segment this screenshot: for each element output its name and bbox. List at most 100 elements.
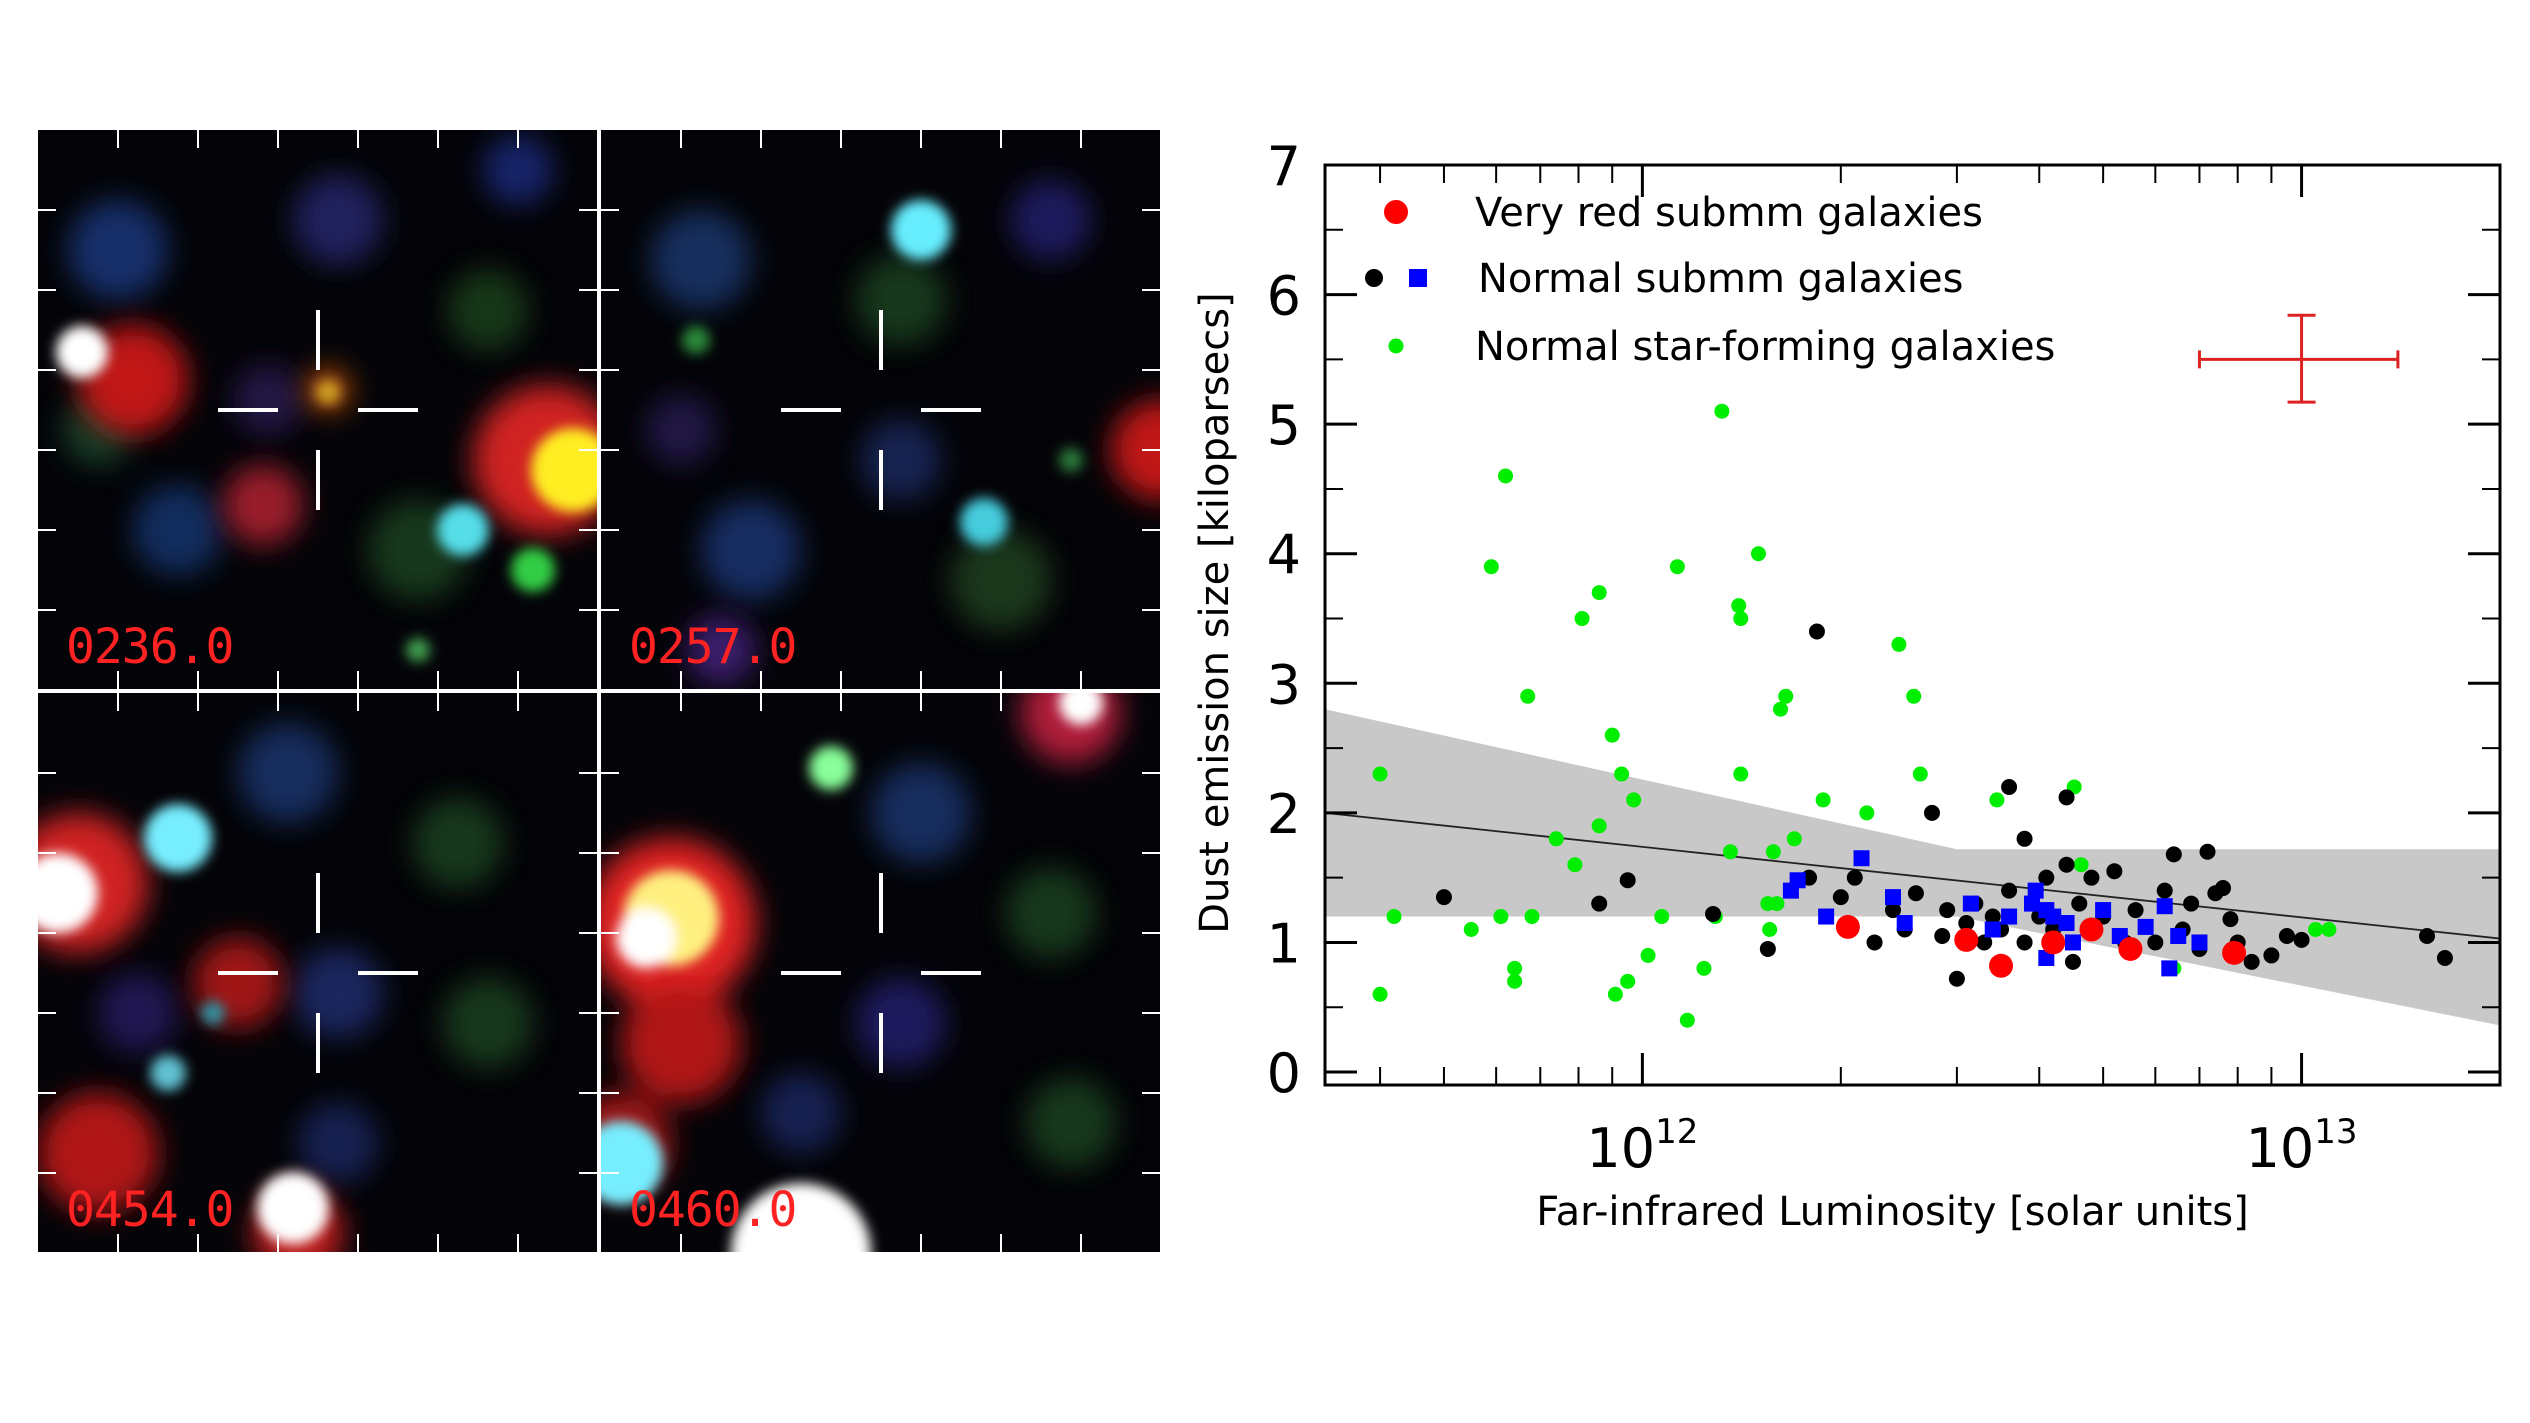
data-point	[1722, 844, 1738, 860]
legend-marker	[1388, 338, 1404, 354]
crosshair-marker	[218, 873, 418, 1073]
plot-frame	[1323, 163, 2502, 1087]
data-point	[1789, 872, 1806, 889]
data-point	[1669, 559, 1685, 575]
data-point	[1885, 902, 1902, 919]
galaxy-image	[38, 130, 597, 689]
data-point	[2137, 918, 2154, 935]
data-point	[2215, 880, 2232, 897]
panel-ticks	[601, 693, 1160, 1252]
data-point	[1714, 403, 1730, 419]
data-point	[2170, 927, 2187, 944]
data-point	[1733, 766, 1749, 782]
data-point	[2321, 922, 2337, 938]
galaxy-image	[601, 693, 1160, 1252]
series-star_forming	[1372, 403, 2337, 1028]
data-point	[1654, 909, 1670, 925]
data-point	[2083, 869, 2100, 886]
legend-label: Normal star-forming galaxies	[1475, 324, 2055, 370]
x-axis-label: Far-infrared Luminosity [solar units]	[1536, 1189, 2248, 1235]
data-point	[1620, 973, 1636, 989]
data-point	[2058, 789, 2075, 806]
data-point	[1614, 766, 1630, 782]
data-point	[1548, 831, 1564, 847]
data-point	[2016, 934, 2033, 951]
data-point	[2156, 882, 2173, 899]
data-point	[2191, 934, 2208, 951]
data-point	[1835, 914, 1860, 939]
data-point	[1483, 559, 1499, 575]
crosshair-overlay	[38, 130, 1160, 1252]
data-point	[2064, 934, 2081, 951]
data-point	[1853, 850, 1870, 867]
data-point	[2127, 902, 2144, 919]
data-point	[1591, 818, 1607, 834]
data-point	[1939, 902, 1956, 919]
data-point	[2071, 895, 2088, 912]
series-normal_blue	[1782, 850, 2208, 977]
data-point	[2293, 931, 2310, 948]
data-point	[2079, 917, 2104, 942]
data-point	[1815, 792, 1831, 808]
data-point	[1818, 908, 1835, 925]
data-point	[1907, 885, 1924, 902]
panel-ticks	[38, 693, 597, 1252]
data-point	[2058, 915, 2075, 932]
data-point	[2199, 843, 2216, 860]
data-point	[2027, 882, 2044, 899]
panel-label: 0460.0	[629, 1182, 797, 1238]
y-tick-label: 0	[1267, 1042, 1301, 1105]
data-point	[1954, 927, 1979, 952]
image-panel: 0454.0	[38, 693, 597, 1252]
y-tick-label: 7	[1267, 135, 1301, 198]
galaxy-image	[38, 693, 597, 1252]
data-point	[1498, 468, 1514, 484]
data-point	[1507, 960, 1523, 976]
y-tick-label: 1	[1267, 912, 1301, 975]
data-point	[2001, 778, 2018, 795]
data-point	[1372, 986, 1388, 1002]
data-point	[1891, 636, 1907, 652]
data-point	[1934, 927, 1951, 944]
panel-label: 0454.0	[66, 1182, 234, 1238]
data-point	[1696, 960, 1712, 976]
data-point	[1591, 585, 1607, 601]
data-point	[2058, 856, 2075, 873]
x-tick-label: 1012	[1586, 1112, 1698, 1180]
series-very_red	[1835, 914, 2247, 978]
legend-item: Normal star-forming galaxies	[1388, 324, 2055, 370]
legend-marker	[1409, 269, 1427, 287]
data-point	[1866, 934, 1883, 951]
data-point	[1640, 947, 1656, 963]
image-panel: 0236.0	[38, 130, 597, 689]
data-point	[1679, 1012, 1695, 1028]
data-point	[1435, 889, 1452, 906]
data-point	[2095, 902, 2112, 919]
panel-label: 0236.0	[66, 619, 234, 675]
data-point	[1619, 872, 1636, 889]
data-point	[2038, 869, 2055, 886]
panel-ticks	[601, 130, 1160, 689]
data-point	[1786, 831, 1802, 847]
data-point	[1989, 953, 2014, 978]
data-point	[2001, 882, 2018, 899]
legend-label: Very red submm galaxies	[1475, 190, 1983, 236]
image-panel: 0460.0	[601, 693, 1160, 1252]
image-panel: 0257.0	[601, 130, 1160, 689]
data-point	[1493, 909, 1509, 925]
data-point	[2222, 911, 2239, 928]
data-point	[2001, 908, 2018, 925]
panel-label: 0257.0	[629, 619, 797, 675]
galaxy-image-mosaic: 0236.0 0257.0	[38, 130, 1160, 1252]
data-point	[1923, 804, 1940, 821]
data-point	[1733, 611, 1749, 627]
data-point	[2064, 953, 2081, 970]
data-point	[1386, 909, 1402, 925]
data-point	[1989, 792, 2005, 808]
data-point	[2165, 846, 2182, 863]
data-point	[1769, 896, 1785, 912]
data-point	[2308, 922, 2324, 938]
crosshair-marker	[781, 873, 981, 1073]
data-point	[2118, 936, 2143, 961]
